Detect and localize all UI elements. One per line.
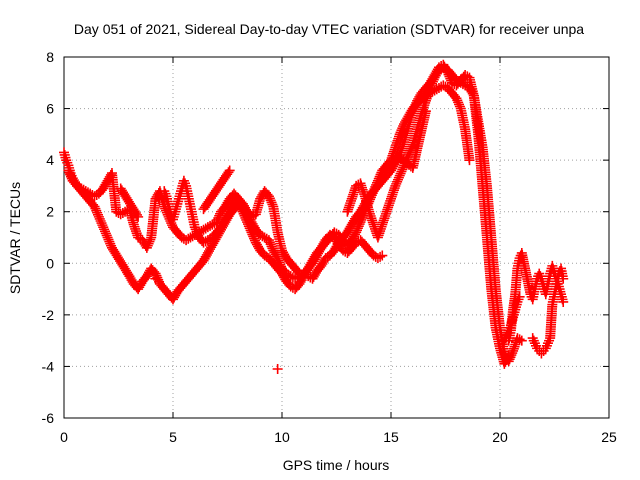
data-point xyxy=(558,296,569,307)
data-point xyxy=(375,251,386,262)
data-point xyxy=(133,211,144,222)
series-trace-f xyxy=(115,106,569,375)
y-tick-label: -2 xyxy=(42,307,55,323)
y-tick-label: 6 xyxy=(46,101,54,117)
data-point xyxy=(467,88,478,99)
chart-title: Day 051 of 2021, Sidereal Day-to-day VTE… xyxy=(74,21,584,37)
x-tick-label: 0 xyxy=(60,429,68,445)
data-point xyxy=(224,165,235,176)
y-tick-label: 4 xyxy=(46,152,54,168)
y-tick-label: 2 xyxy=(46,204,54,220)
y-axis-label: SDTVAR / TECUs xyxy=(7,182,23,294)
data-point xyxy=(502,353,513,364)
x-tick-label: 20 xyxy=(492,429,508,445)
data-point xyxy=(131,209,142,220)
data-point xyxy=(223,167,234,178)
plot-frame xyxy=(63,56,610,419)
y-tick-label: -6 xyxy=(42,410,55,426)
y-tick-label: -4 xyxy=(42,358,55,374)
data-point xyxy=(267,199,278,210)
data-point xyxy=(454,101,465,112)
x-tick-label: 25 xyxy=(601,429,617,445)
data-point xyxy=(464,155,475,166)
data-point xyxy=(542,338,553,349)
data-point xyxy=(150,273,161,284)
data-points xyxy=(59,59,569,375)
data-point xyxy=(145,234,156,245)
data-point xyxy=(529,338,540,349)
series-trace-c xyxy=(159,175,388,284)
data-point xyxy=(514,334,525,345)
data-point xyxy=(503,351,514,362)
data-point xyxy=(514,291,525,302)
x-tick-label: 15 xyxy=(383,429,399,445)
series-trace-a xyxy=(59,59,527,367)
x-axis-label: GPS time / hours xyxy=(283,457,390,473)
data-point xyxy=(377,250,388,261)
data-point xyxy=(111,206,122,217)
grid-lines xyxy=(64,57,609,418)
data-point xyxy=(420,106,431,117)
x-tick-label: 5 xyxy=(169,429,177,445)
y-tick-label: 0 xyxy=(46,255,54,271)
data-point xyxy=(272,364,283,375)
y-tick-label: 8 xyxy=(46,49,54,65)
data-point xyxy=(558,273,569,284)
x-tick-label: 10 xyxy=(274,429,290,445)
data-point xyxy=(536,348,547,359)
data-point xyxy=(516,335,527,346)
axis-ticks xyxy=(63,56,610,419)
tick-labels: 0 5 10 15 20 25 -6 -4 -2 0 2 4 6 8 xyxy=(42,49,617,445)
